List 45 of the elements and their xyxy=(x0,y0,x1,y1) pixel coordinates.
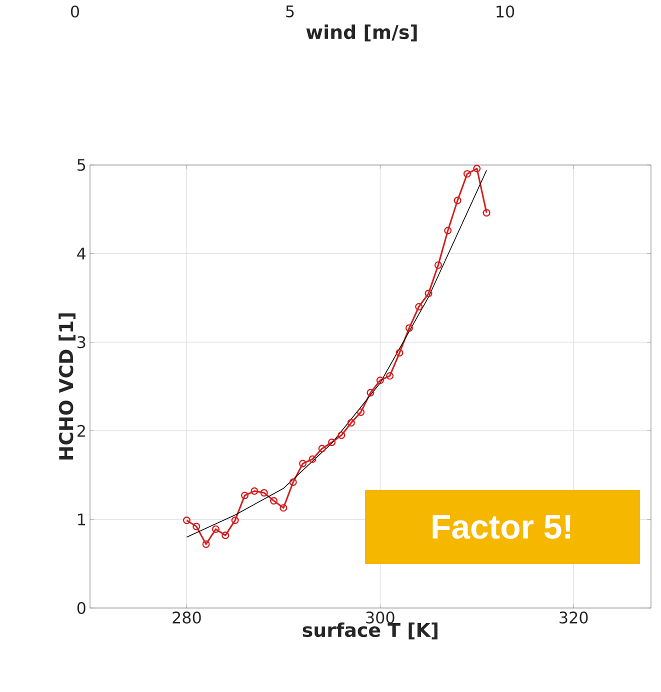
point xyxy=(434,261,442,269)
point xyxy=(366,388,374,396)
text: 10 xyxy=(496,6,514,18)
point xyxy=(424,290,432,298)
point xyxy=(240,492,249,500)
y-axis-title: HCHO VCD [1] xyxy=(58,313,76,460)
point xyxy=(202,540,210,548)
y-tick-label: 5 xyxy=(78,159,86,171)
point xyxy=(338,431,346,440)
point xyxy=(280,504,288,512)
x-axis-title: surface T [K] xyxy=(302,622,438,640)
y-tick-label: 2 xyxy=(78,424,85,437)
y-tick-label: 1 xyxy=(78,514,86,526)
point xyxy=(473,164,481,172)
point xyxy=(231,516,239,524)
text: wind [m/s] xyxy=(306,24,417,42)
x-tick-label: 320 xyxy=(560,612,588,624)
point xyxy=(444,226,452,234)
y-tick-label: 4 xyxy=(77,248,86,260)
y-tick-label: 3 xyxy=(78,336,86,348)
point xyxy=(318,444,326,452)
point xyxy=(260,489,268,497)
point xyxy=(405,324,413,332)
point xyxy=(463,170,472,178)
point xyxy=(250,487,258,495)
x-tick-label: 300 xyxy=(366,612,394,624)
point xyxy=(396,349,404,357)
point xyxy=(376,376,384,384)
point xyxy=(415,302,423,311)
point xyxy=(357,408,365,416)
point xyxy=(192,522,200,530)
point xyxy=(386,372,394,380)
text: 5 xyxy=(286,6,294,18)
point xyxy=(347,419,355,427)
point xyxy=(212,525,220,533)
y-tick-label: 0 xyxy=(77,602,86,614)
point xyxy=(289,478,297,486)
point xyxy=(222,532,230,540)
point xyxy=(308,455,316,463)
annotation: Factor 5! xyxy=(432,515,570,539)
x-tick-label: 280 xyxy=(172,612,201,624)
point xyxy=(454,196,462,204)
point xyxy=(299,460,307,468)
point xyxy=(328,438,336,446)
point xyxy=(270,497,278,505)
